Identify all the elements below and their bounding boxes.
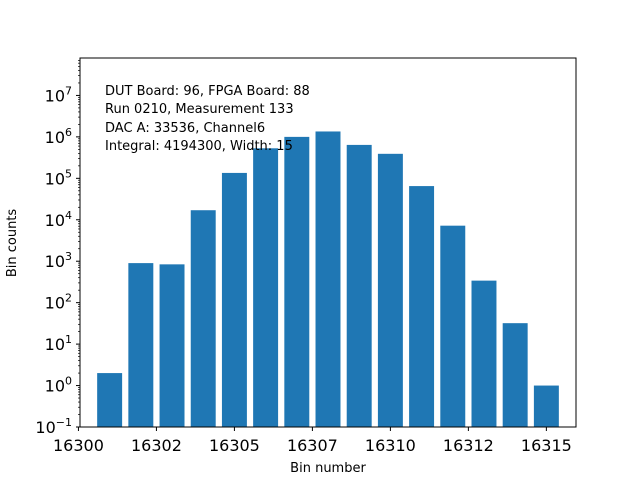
y-tick-label: 106 [45,126,72,147]
bar-16313 [471,280,497,427]
annotation-line-integral: Integral: 4194300, Width: 15 [105,139,293,154]
y-axis: 10−1 100 101 102 103 104 105 106 107 [35,60,80,437]
bars-group [97,131,559,428]
x-tick-label: 16300 [53,436,104,455]
bar-16308 [315,131,341,427]
bar-16304 [190,210,216,427]
bar-16306 [253,148,279,428]
bar-16302 [128,263,154,427]
y-tick-label: 103 [45,250,72,271]
x-tick-label: 16310 [365,436,416,455]
annotation-box: DUT Board: 96, FPGA Board: 88 Run 0210, … [105,84,310,154]
bar-16303 [159,264,185,427]
x-tick-label: 16315 [521,436,572,455]
plot-frame [79,57,577,428]
y-tick-label: 107 [45,84,72,105]
x-tick-label: 16305 [209,436,260,455]
x-tick-label: 16312 [443,436,494,455]
y-tick-label: 105 [45,167,72,188]
annotation-line-dac: DAC A: 33536, Channel6 [105,121,265,136]
y-tick-label: 100 [45,375,72,396]
y-tick-label: 10−1 [35,416,72,437]
y-tick-label: 102 [45,292,72,313]
annotation-line-run: Run 0210, Measurement 133 [105,102,294,117]
bar-16301 [97,373,123,427]
annotation-line-board: DUT Board: 96, FPGA Board: 88 [105,84,310,99]
x-tick-label: 16307 [287,436,338,455]
x-axis: 16300 16302 16305 16307 16310 16312 16315 [53,427,572,455]
bar-16315 [533,385,559,427]
bar-16311 [409,186,435,427]
bar-16310 [377,153,403,427]
x-tick-label: 16302 [131,436,182,455]
bar-16305 [221,172,247,427]
x-axis-label: Bin number [290,461,366,476]
bar-16312 [440,225,466,427]
y-axis-label: Bin counts [5,209,20,278]
y-tick-label: 104 [45,209,72,230]
bar-16314 [502,323,528,427]
bar-16307 [284,136,310,427]
y-tick-label: 101 [45,333,72,354]
bar-16309 [346,144,372,427]
